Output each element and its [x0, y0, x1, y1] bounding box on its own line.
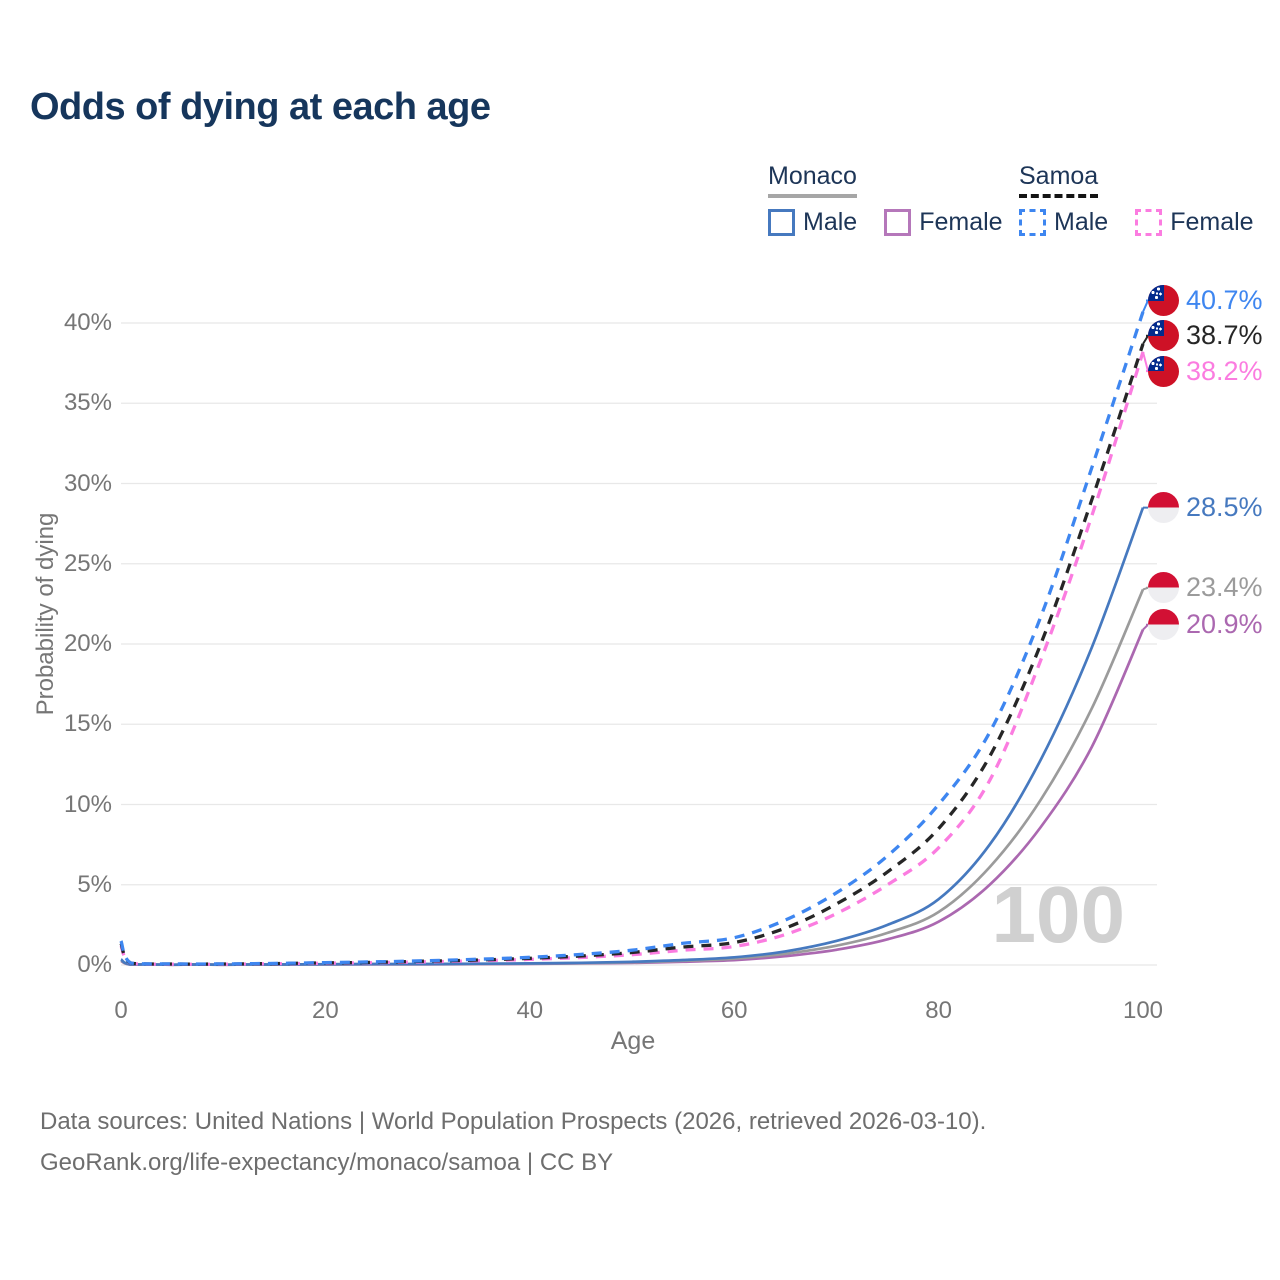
line-samoa-male — [119, 311, 1145, 966]
legend-label-monaco-female: Female — [919, 208, 1003, 236]
y-tick-30: 30% — [63, 469, 112, 497]
footer-attribution: GeoRank.org/life-expectancy/monaco/samoa… — [40, 1149, 614, 1176]
monaco-flag-icon — [1148, 609, 1179, 641]
samoa-flag-icon — [1148, 320, 1179, 352]
legend-country-samoa[interactable]: Samoa — [1019, 162, 1099, 198]
x-tick-20: 20 — [312, 997, 339, 1024]
line-samoa-both — [119, 343, 1145, 966]
samoa-flag-icon — [1148, 355, 1179, 387]
end-label-samoa-female: 38.2% — [1148, 355, 1263, 387]
end-value-samoa-female: 38.2% — [1186, 355, 1263, 386]
end-label-monaco-male: 28.5% — [1148, 492, 1263, 524]
end-label-samoa-both: 38.7% — [1148, 320, 1263, 352]
legend-item-samoa-male[interactable]: Male — [1019, 208, 1108, 237]
age-watermark: 100 — [991, 870, 1125, 959]
y-tick-15: 15% — [63, 710, 112, 738]
end-value-samoa-male: 40.7% — [1186, 285, 1263, 316]
end-value-monaco-both: 23.4% — [1186, 572, 1263, 603]
end-label-monaco-female: 20.9% — [1148, 609, 1263, 641]
y-tick-35: 35% — [63, 389, 112, 417]
page-title: Odds of dying at each age — [30, 86, 491, 128]
y-tick-25: 25% — [63, 549, 112, 577]
monaco-flag-icon — [1148, 572, 1179, 604]
x-tick-100: 100 — [1122, 997, 1164, 1024]
x-tick-40: 40 — [516, 997, 544, 1024]
end-value-monaco-male: 28.5% — [1186, 492, 1263, 523]
x-tick-60: 60 — [720, 997, 748, 1024]
end-value-samoa-both: 38.7% — [1186, 320, 1263, 351]
y-axis-title: Probability of dying — [32, 512, 59, 716]
end-value-monaco-female: 20.9% — [1186, 609, 1263, 640]
legend-item-monaco-male[interactable]: Male — [768, 208, 857, 237]
y-tick-20: 20% — [63, 630, 112, 657]
x-axis-title: Age — [610, 1027, 656, 1055]
samoa-flag-icon — [1148, 285, 1179, 317]
samoa-female-swatch-icon — [1135, 209, 1163, 236]
legend-group-samoa: Samoa Male Female — [1019, 162, 1254, 237]
legend-label-monaco-male: Male — [803, 208, 858, 236]
monaco-female-swatch-icon — [884, 209, 912, 236]
x-tick-0: 0 — [114, 997, 128, 1024]
footer-data-sources: Data sources: United Nations | World Pop… — [40, 1108, 987, 1135]
samoa-male-swatch-icon — [1019, 209, 1046, 236]
monaco-flag-icon — [1148, 492, 1179, 524]
end-label-samoa-male: 40.7% — [1148, 285, 1263, 317]
legend-item-monaco-female[interactable]: Female — [884, 208, 1003, 237]
legend-label-samoa-female: Female — [1170, 208, 1254, 236]
monaco-male-swatch-icon — [768, 209, 795, 236]
legend-group-monaco: Monaco Male Female — [768, 162, 1003, 237]
legend-item-samoa-female[interactable]: Female — [1135, 208, 1254, 237]
y-tick-40: 40% — [63, 309, 112, 336]
y-tick-0: 0% — [77, 951, 112, 978]
legend-label-samoa-male: Male — [1054, 208, 1109, 236]
legend-country-monaco[interactable]: Monaco — [768, 162, 857, 198]
end-label-monaco-both: 23.4% — [1148, 572, 1263, 604]
y-tick-5: 5% — [77, 870, 112, 898]
x-tick-80: 80 — [925, 997, 952, 1024]
y-tick-10: 10% — [63, 790, 112, 818]
